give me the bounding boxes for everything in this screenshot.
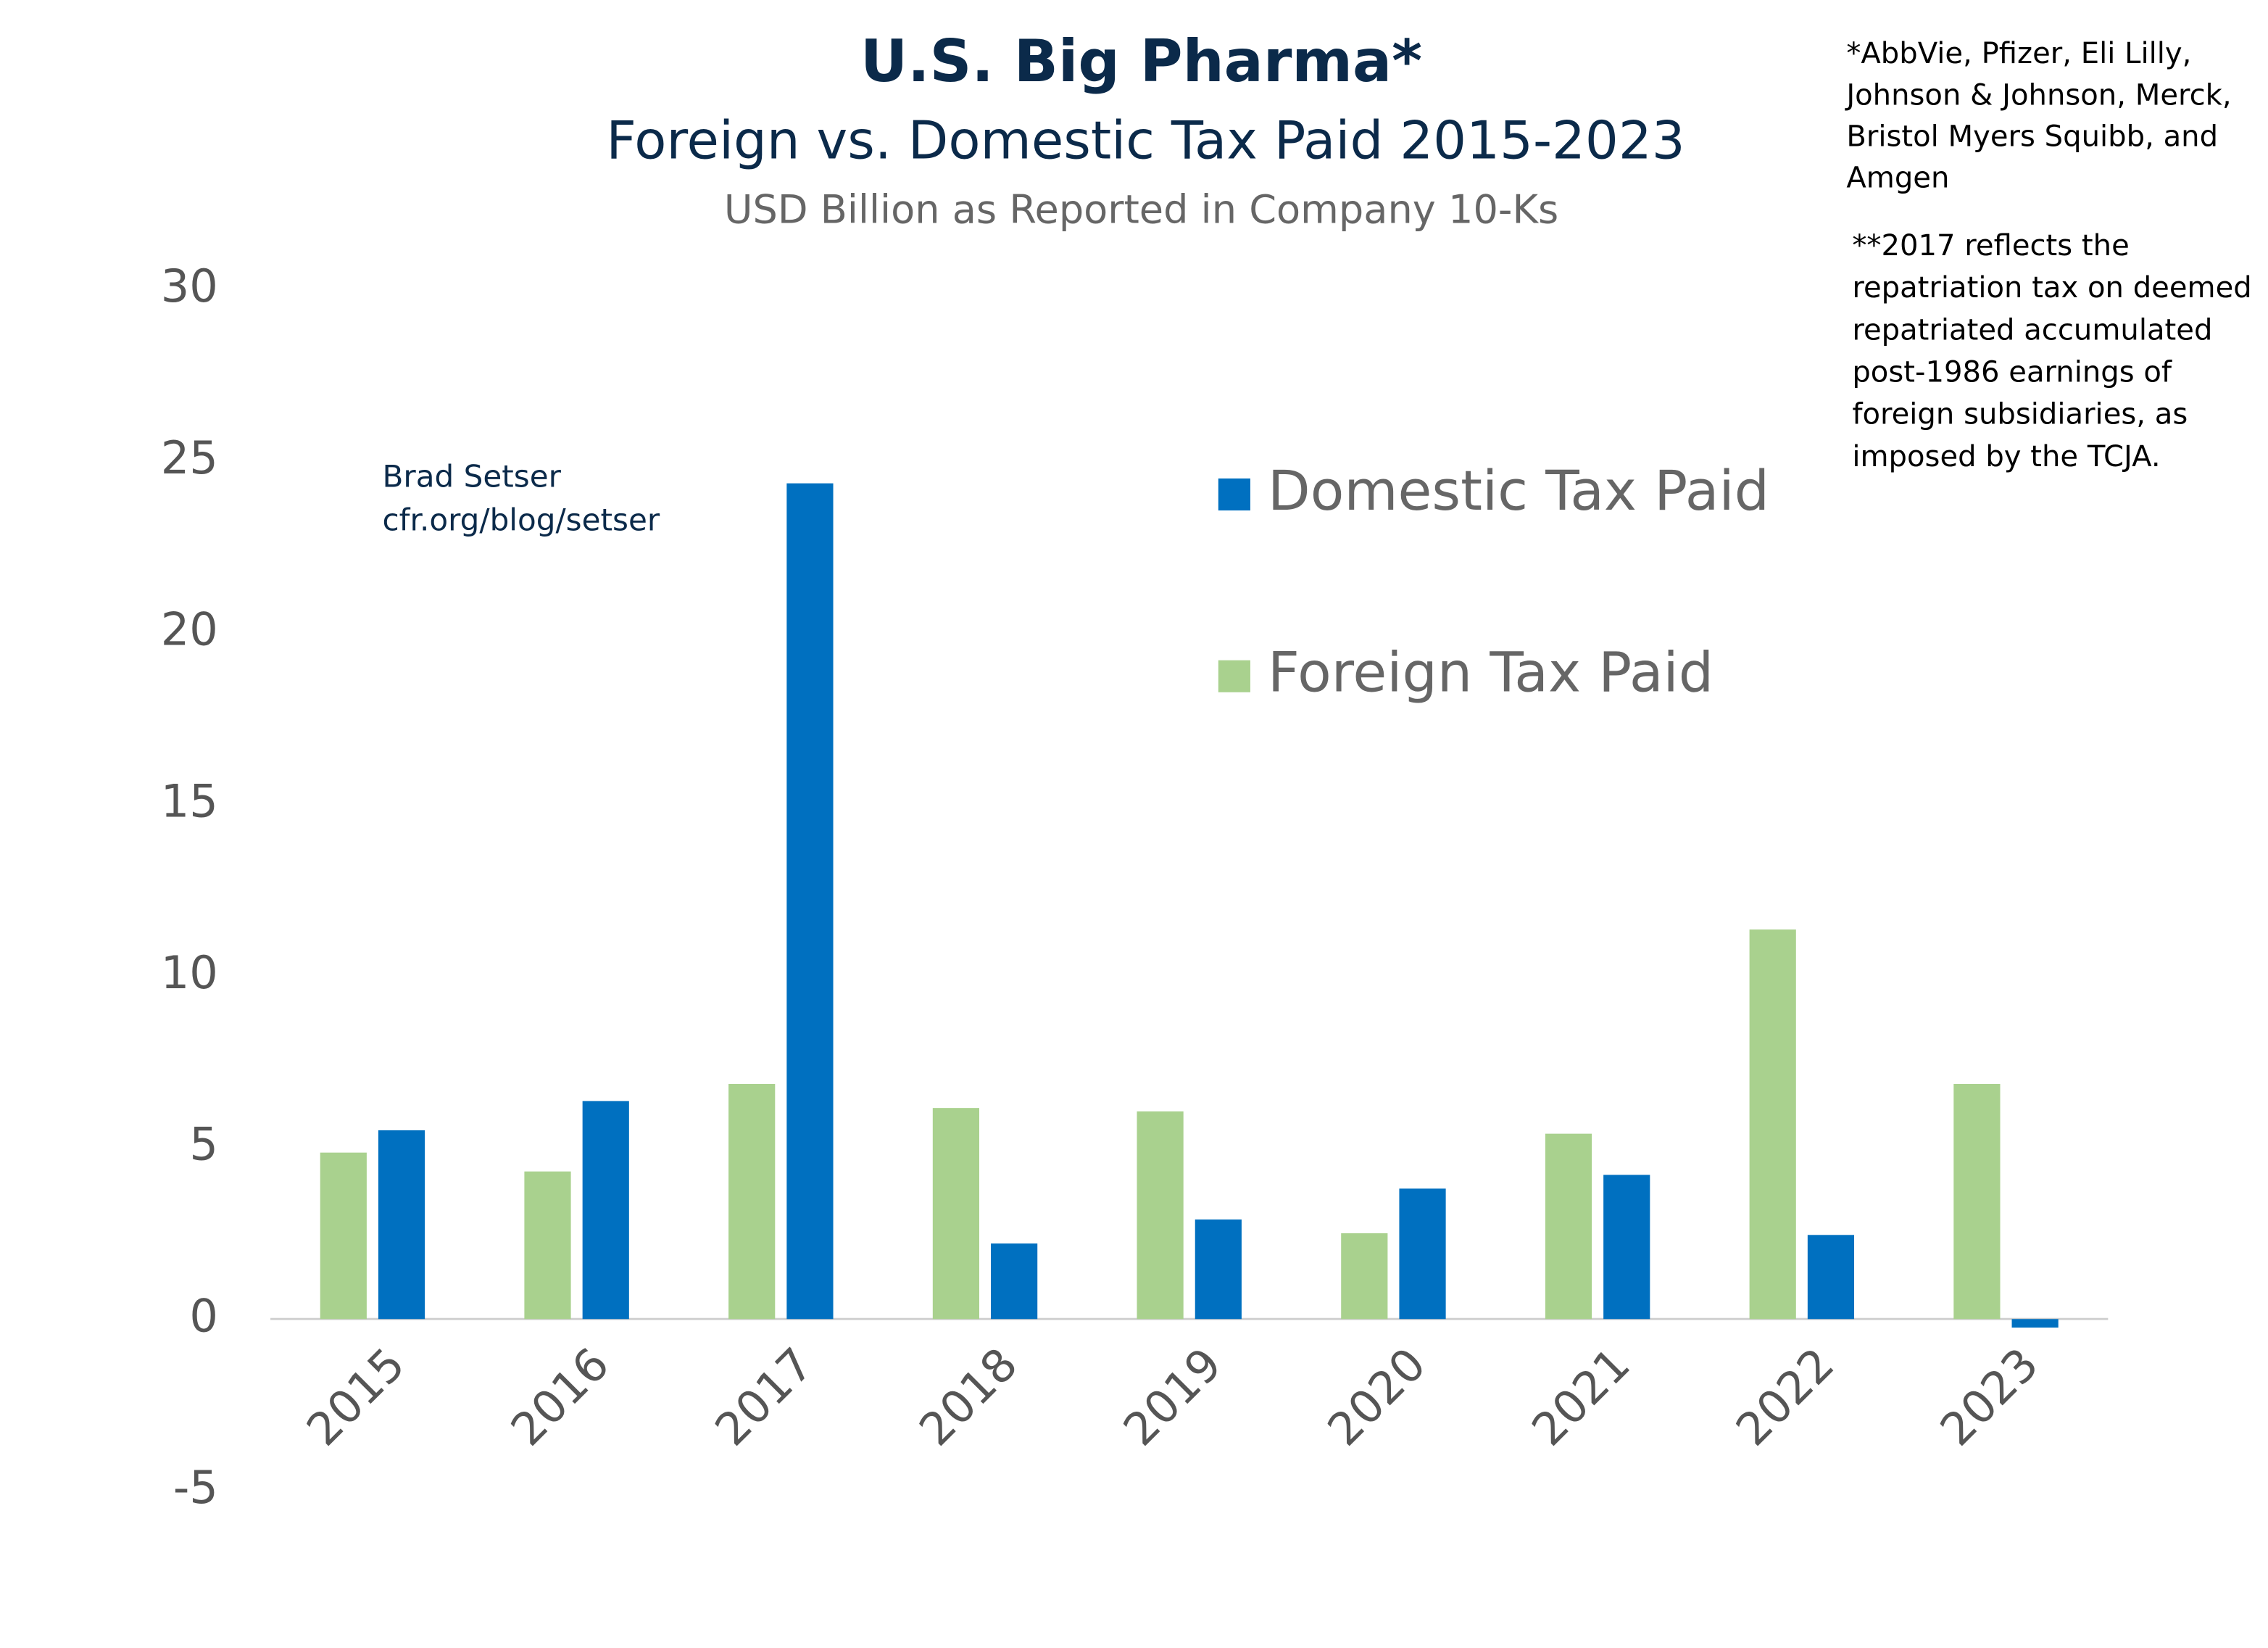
- source-note: Brad Setser: [383, 458, 562, 494]
- x-tick-label: 2018: [909, 1338, 1027, 1456]
- x-tick-label: 2023: [1930, 1338, 2048, 1456]
- y-tick-label: 15: [161, 774, 218, 827]
- y-tick-label: 10: [161, 946, 218, 999]
- footnote: Johnson & Johnson, Merck,: [1844, 78, 2231, 112]
- x-tick-label: 2019: [1113, 1338, 1231, 1456]
- legend-swatch: [1218, 478, 1250, 511]
- bar: [582, 1101, 629, 1320]
- legend-label: Domestic Tax Paid: [1268, 458, 1769, 523]
- footnote: Bristol Myers Squibb, and: [1846, 120, 2218, 154]
- legend-label: Foreign Tax Paid: [1268, 640, 1714, 705]
- units-note: USD Billion as Reported in Company 10-Ks: [724, 187, 1558, 233]
- bar: [320, 1152, 367, 1320]
- bar: [991, 1243, 1038, 1320]
- y-tick-label: -5: [173, 1461, 218, 1514]
- footnote: *AbbVie, Pfizer, Eli Lilly,: [1846, 37, 2191, 70]
- bar: [524, 1171, 571, 1320]
- chart-title: U.S. Big Pharma*: [860, 28, 1422, 95]
- x-tick-label: 2017: [705, 1338, 823, 1456]
- bar: [1603, 1175, 1650, 1320]
- y-tick-label: 25: [161, 431, 218, 484]
- y-tick-label: 0: [189, 1289, 218, 1342]
- bar: [1195, 1219, 1242, 1320]
- x-tick-label: 2020: [1317, 1338, 1435, 1456]
- footnote: repatriation tax on deemed: [1852, 271, 2251, 305]
- bar: [1807, 1235, 1855, 1320]
- chart-subtitle: Foreign vs. Domestic Tax Paid 2015-2023: [606, 111, 1685, 172]
- footnote: repatriated accumulated: [1852, 313, 2212, 347]
- footnote: imposed by the TCJA.: [1852, 440, 2160, 473]
- legend-swatch: [1218, 660, 1250, 692]
- bar: [786, 483, 834, 1320]
- footnote: foreign subsidiaries, as: [1852, 398, 2188, 431]
- bar: [378, 1130, 425, 1320]
- y-tick-label: 30: [161, 260, 218, 312]
- x-tick-label: 2022: [1726, 1338, 1844, 1456]
- y-tick-label: 5: [189, 1118, 218, 1171]
- bar: [1749, 929, 1796, 1320]
- footnote: post-1986 earnings of: [1852, 356, 2172, 389]
- footnote: **2017 reflects the: [1852, 229, 2129, 262]
- bar: [1341, 1233, 1388, 1320]
- bar: [2011, 1319, 2059, 1328]
- x-tick-label: 2021: [1521, 1338, 1640, 1456]
- bar: [932, 1108, 979, 1320]
- bar: [1545, 1133, 1592, 1320]
- bar: [1953, 1084, 2001, 1320]
- x-tick-label: 2016: [501, 1338, 619, 1456]
- bar: [1399, 1188, 1446, 1320]
- source-note: cfr.org/blog/setser: [383, 502, 660, 538]
- x-tick-label: 2015: [296, 1338, 415, 1456]
- bar: [728, 1084, 776, 1320]
- y-tick-label: 20: [161, 603, 218, 656]
- footnote: Amgen: [1846, 162, 1949, 195]
- bar: [1137, 1111, 1184, 1320]
